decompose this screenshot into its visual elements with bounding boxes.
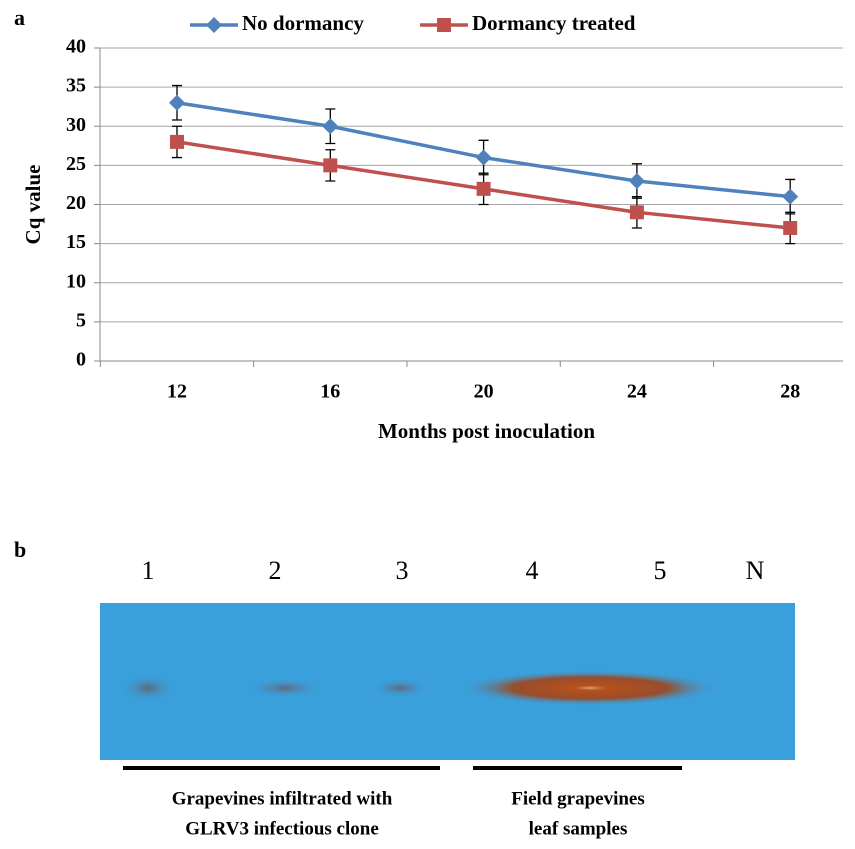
legend-label: No dormancy bbox=[242, 11, 364, 35]
point bbox=[322, 118, 339, 135]
blot-band bbox=[245, 678, 325, 698]
lane-label: 2 bbox=[269, 556, 282, 585]
y-tick-label: 5 bbox=[76, 309, 86, 331]
y-axis-title: Cq value bbox=[21, 165, 45, 245]
point bbox=[783, 220, 798, 235]
y-tick-label: 25 bbox=[66, 153, 86, 175]
y-tick-label: 15 bbox=[66, 231, 86, 253]
point bbox=[475, 149, 492, 166]
point bbox=[170, 134, 184, 149]
y-tick-label: 10 bbox=[66, 270, 86, 292]
legend-label: Dormancy treated bbox=[472, 11, 636, 35]
lane-label: 3 bbox=[396, 556, 409, 585]
y-tick-label: 40 bbox=[66, 36, 86, 58]
point bbox=[476, 181, 491, 196]
panel-label: b bbox=[14, 537, 26, 562]
blot-band bbox=[370, 678, 430, 698]
lane-label: 1 bbox=[142, 556, 155, 585]
x-tick-label: 28 bbox=[780, 381, 800, 403]
legend-marker bbox=[206, 17, 222, 33]
y-tick-label: 20 bbox=[66, 192, 86, 214]
blot-band bbox=[118, 674, 178, 702]
group-caption: Grapevines infiltrated with bbox=[172, 788, 393, 809]
group-caption: GLRV3 infectious clone bbox=[185, 818, 379, 839]
lane-label: 5 bbox=[654, 556, 667, 585]
group-caption: Field grapevines bbox=[511, 788, 645, 809]
point bbox=[782, 188, 799, 205]
group-caption: leaf samples bbox=[529, 818, 628, 839]
lane-label: 4 bbox=[526, 556, 539, 585]
lane-label: N bbox=[746, 556, 765, 585]
x-tick-label: 16 bbox=[320, 381, 340, 403]
x-tick-label: 20 bbox=[474, 381, 494, 403]
x-tick-label: 12 bbox=[167, 381, 187, 403]
y-tick-label: 0 bbox=[76, 349, 86, 371]
point bbox=[628, 173, 645, 190]
point bbox=[323, 158, 338, 173]
legend-marker bbox=[437, 18, 451, 32]
point bbox=[629, 205, 644, 220]
point bbox=[169, 94, 185, 111]
y-tick-label: 35 bbox=[66, 75, 86, 97]
x-tick-label: 24 bbox=[627, 381, 647, 403]
y-tick-label: 30 bbox=[66, 114, 86, 136]
panel-label: a bbox=[14, 5, 25, 30]
x-axis-title: Months post inoculation bbox=[378, 419, 595, 443]
blot-band bbox=[460, 670, 720, 706]
blot bbox=[100, 603, 795, 770]
